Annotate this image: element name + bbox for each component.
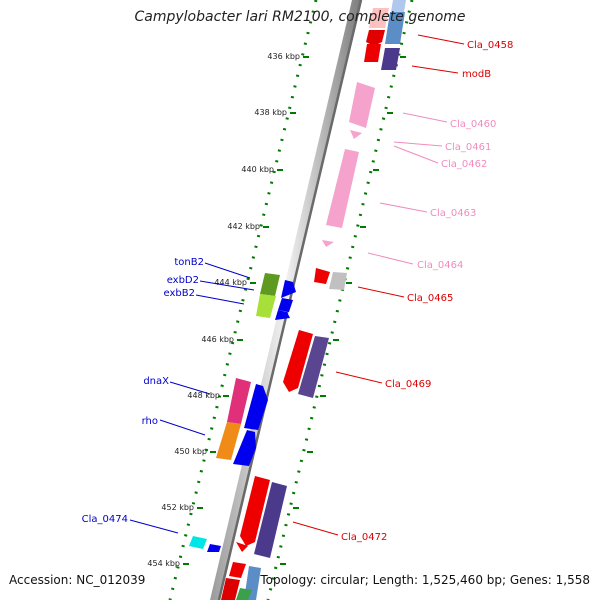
gene-label-rho: rho [142, 416, 158, 427]
gene-label-Cla_0469: Cla_0469 [385, 379, 431, 390]
label-leader-line [169, 381, 211, 395]
gene-label-tonB2: tonB2 [174, 257, 204, 268]
label-leader-line [195, 294, 245, 305]
right-gene-labels: Cla_0458 modB Cla_0460 Cla_0461 Cla_0462… [292, 34, 513, 543]
scale-label: 452 kbp [161, 503, 194, 512]
gene-feature [349, 82, 375, 128]
label-leader-line [129, 519, 179, 534]
gene-feature [364, 44, 381, 62]
gene-label-Cla_0460: Cla_0460 [450, 119, 496, 130]
gene-feature [233, 430, 256, 466]
gene-label-modB: modB [462, 69, 491, 80]
scale-label: 454 kbp [147, 559, 180, 568]
gene-feature [298, 336, 329, 398]
gene-feature [314, 268, 330, 284]
gene-feature [189, 536, 207, 549]
gene-feature [350, 130, 362, 139]
label-leader-line [402, 112, 448, 123]
gene-feature [391, 0, 406, 12]
genome-title: Campylobacter lari RM2100, complete geno… [134, 9, 466, 25]
label-leader-line [417, 34, 465, 45]
gene-feature [381, 48, 400, 70]
gene-label-Cla_0465: Cla_0465 [407, 293, 453, 304]
gene-label-Cla_0474: Cla_0474 [82, 514, 128, 525]
gene-feature [385, 12, 405, 44]
gene-feature [229, 562, 246, 578]
label-leader-line [199, 280, 255, 291]
gene-feature [275, 310, 290, 320]
gene-label-Cla_0462: Cla_0462 [441, 159, 487, 170]
label-leader-line [335, 371, 383, 384]
label-leader-line [357, 286, 405, 298]
scale-label: 446 kbp [201, 335, 234, 344]
left-track-boundary [168, 0, 318, 600]
gene-feature [236, 588, 252, 600]
right-track-boundary [266, 0, 414, 600]
label-leader-line [379, 202, 428, 213]
gene-feature [283, 330, 313, 392]
gene-feature [244, 384, 268, 430]
gene-feature [216, 422, 241, 460]
gene-feature [326, 149, 359, 228]
gene-feature [329, 272, 347, 290]
gene-feature [278, 298, 293, 312]
gene-feature [240, 476, 270, 546]
scale-ticks [183, 56, 406, 565]
label-leader-line [159, 419, 206, 436]
gene-feature [221, 578, 240, 600]
scale-label: 450 kbp [174, 447, 207, 456]
gene-feature [256, 294, 276, 318]
scale-label: 442 kbp [227, 222, 260, 231]
label-leader-line [393, 145, 439, 164]
gene-label-Cla_0464: Cla_0464 [417, 260, 463, 271]
gene-feature [260, 273, 280, 296]
gene-label-Cla_0461: Cla_0461 [445, 142, 491, 153]
gene-label-exbD2: exbD2 [167, 275, 199, 286]
gene-feature [207, 544, 221, 552]
label-leader-line [411, 65, 459, 74]
scale-label: 448 kbp [187, 391, 220, 400]
genome-summary-text: Topology: circular; Length: 1,525,460 bp… [260, 573, 590, 587]
left-gene-labels: tonB2 exbD2 exbB2 dnaX rho Cla_0474 [82, 257, 255, 534]
gene-label-Cla_0472: Cla_0472 [341, 532, 387, 543]
gene-feature [236, 542, 248, 552]
label-leader-line [292, 521, 339, 536]
scale-label: 436 kbp [267, 52, 300, 61]
scale-label: 440 kbp [241, 165, 274, 174]
gene-feature [227, 378, 251, 424]
accession-text: Accession: NC_012039 [9, 573, 146, 587]
scale-label: 438 kbp [254, 108, 287, 117]
label-leader-line [393, 141, 443, 147]
right-track-features [221, 0, 406, 600]
scale-label: 444 kbp [214, 278, 247, 287]
gene-label-exbB2: exbB2 [164, 288, 195, 299]
gene-label-Cla_0458: Cla_0458 [467, 40, 513, 51]
gene-feature [322, 240, 334, 247]
left-track-features [189, 273, 296, 552]
gene-feature [366, 30, 385, 46]
gene-label-dnaX: dnaX [143, 376, 169, 387]
gene-feature [281, 280, 296, 298]
gene-label-Cla_0463: Cla_0463 [430, 208, 476, 219]
gene-feature [369, 8, 389, 28]
gene-feature [254, 482, 287, 558]
label-leader-line [204, 262, 251, 279]
label-leader-line [367, 252, 414, 265]
